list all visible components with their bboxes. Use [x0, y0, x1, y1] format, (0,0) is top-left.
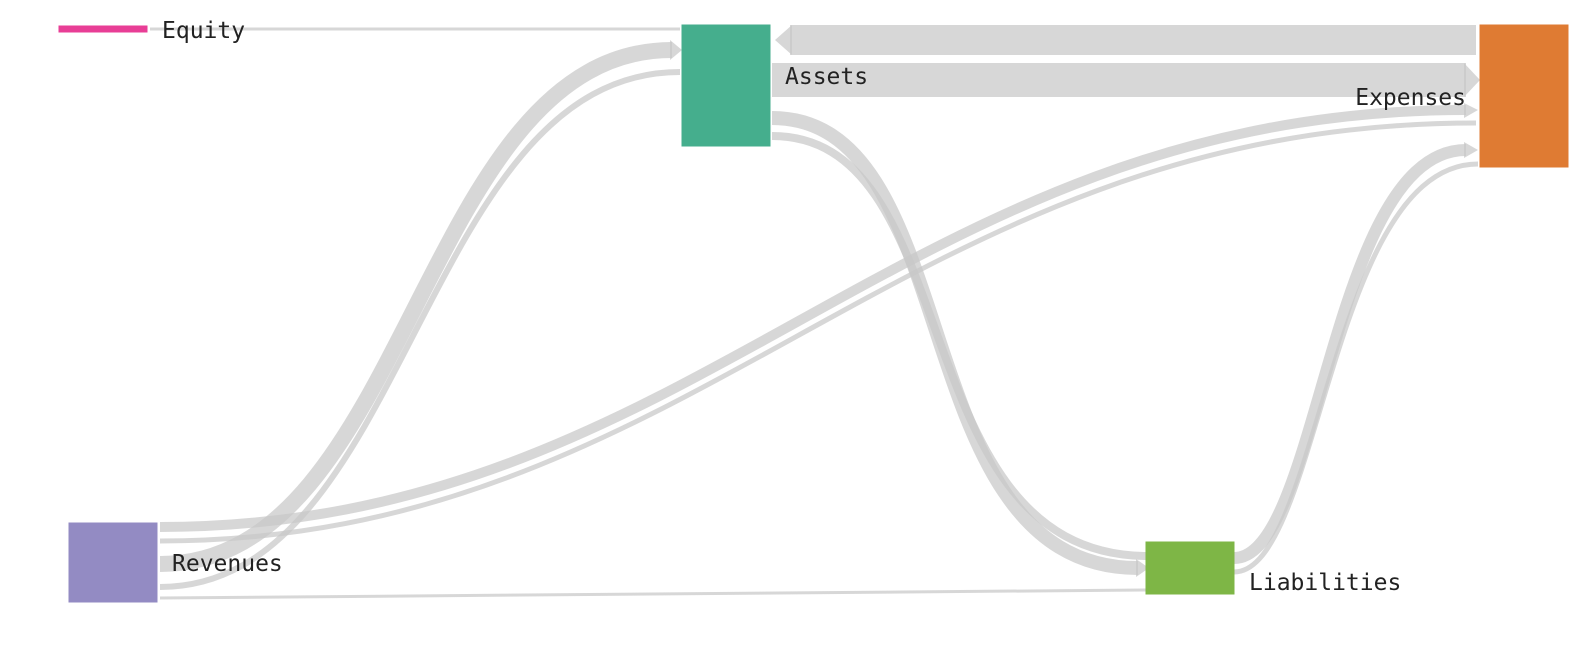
- link-liabilities-expenses-main[interactable]: [1233, 144, 1467, 564]
- arrowhead-revenues-assets: [670, 40, 682, 60]
- arrowhead-expenses-assets: [775, 25, 792, 55]
- arrowhead-liabilities-expenses: [1464, 142, 1478, 158]
- link-revenues-expenses-thin[interactable]: [159, 120, 1477, 544]
- link-liabilities-expenses-thin[interactable]: [1233, 161, 1479, 575]
- sankey-links: [150, 25, 1479, 600]
- node-revenues[interactable]: [68, 522, 158, 603]
- node-expenses[interactable]: [1479, 24, 1569, 168]
- sankey-arrowheads: [670, 25, 1480, 577]
- label-expenses: Expenses: [1355, 85, 1466, 111]
- arrowhead-revenues-expenses: [1464, 103, 1478, 118]
- link-assets-liabilities-thin[interactable]: [771, 132, 1149, 560]
- label-revenues: Revenues: [172, 551, 283, 577]
- sankey-nodes: [58, 24, 1569, 603]
- link-revenues-assets-thin[interactable]: [159, 69, 681, 590]
- link-revenues-liabilities[interactable]: [159, 588, 1149, 600]
- sankey-labels: Equity Assets Expenses Revenues Liabilit…: [162, 18, 1466, 596]
- label-assets: Assets: [785, 64, 868, 90]
- arrowhead-assets-liabilities: [1136, 559, 1149, 577]
- label-liabilities: Liabilities: [1249, 570, 1401, 596]
- node-liabilities[interactable]: [1145, 541, 1235, 595]
- link-revenues-assets-main[interactable]: [159, 42, 673, 572]
- label-equity: Equity: [162, 18, 245, 44]
- link-revenues-expenses-main[interactable]: [159, 105, 1467, 532]
- arrowhead-assets-expenses: [1464, 63, 1480, 97]
- node-assets[interactable]: [681, 24, 771, 147]
- node-equity[interactable]: [58, 25, 148, 33]
